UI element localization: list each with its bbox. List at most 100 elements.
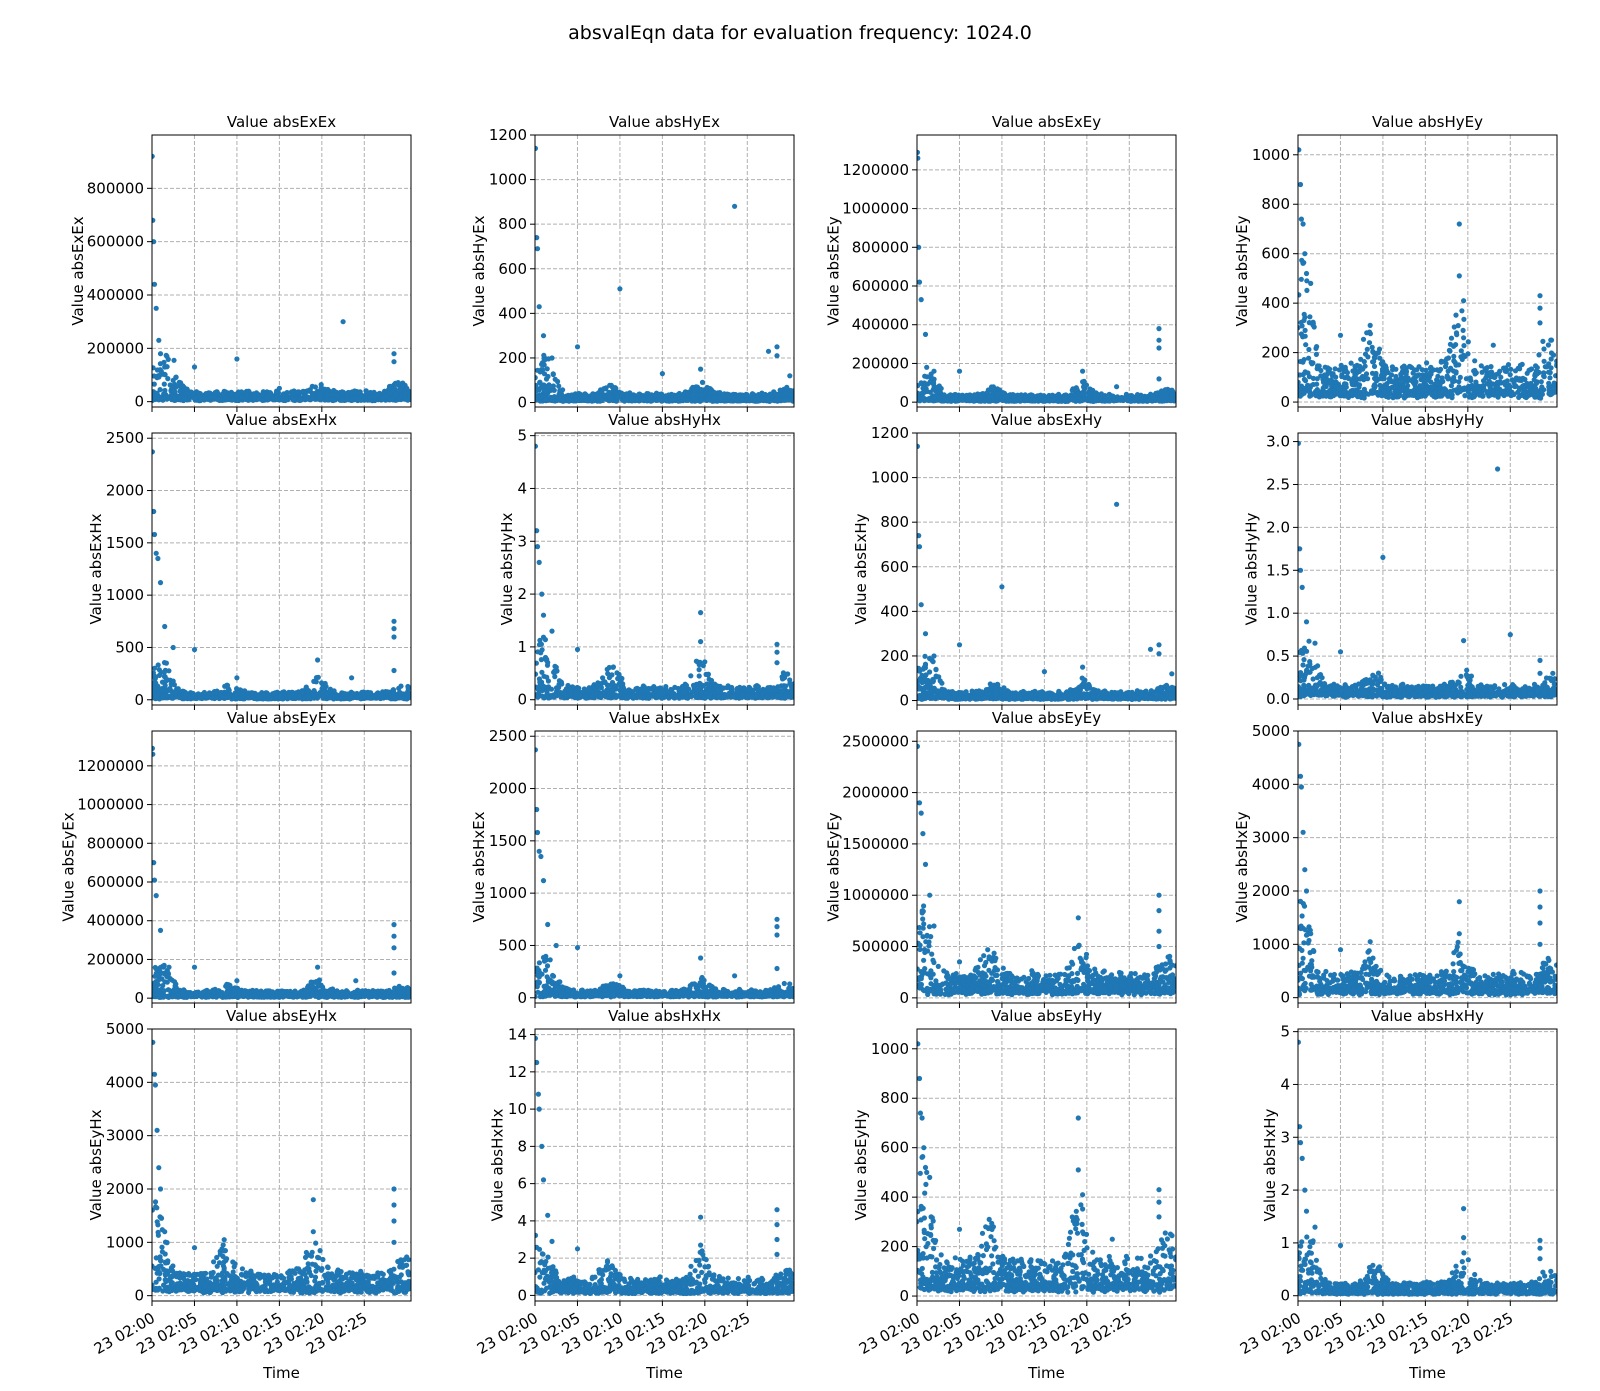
data-point xyxy=(1134,395,1139,400)
data-point xyxy=(1456,379,1461,384)
data-point xyxy=(1298,359,1303,364)
y-tick-label: 200000 xyxy=(87,339,144,357)
data-point xyxy=(957,369,962,374)
data-point xyxy=(1526,368,1531,373)
data-point xyxy=(922,374,927,379)
data-point xyxy=(1443,364,1448,369)
y-axis-label: Value absHyEx xyxy=(470,215,488,326)
data-point xyxy=(158,351,163,356)
data-point xyxy=(589,397,594,402)
data-point xyxy=(345,396,350,401)
data-point xyxy=(245,393,250,398)
data-point xyxy=(1449,383,1454,388)
data-point xyxy=(700,380,705,385)
data-point xyxy=(1469,383,1474,388)
y-tick-label: 1000 xyxy=(1252,146,1290,164)
data-point xyxy=(609,395,614,400)
data-point xyxy=(1367,330,1372,335)
data-point xyxy=(1513,368,1518,373)
data-point xyxy=(1533,363,1538,368)
data-point xyxy=(925,381,930,386)
y-tick-label: 0 xyxy=(134,691,144,709)
data-point xyxy=(315,657,320,662)
data-point xyxy=(1357,364,1362,369)
data-point xyxy=(1490,387,1495,392)
data-point xyxy=(1437,368,1442,373)
data-point xyxy=(281,396,286,401)
data-point xyxy=(660,371,665,376)
data-point xyxy=(766,349,771,354)
data-point xyxy=(1544,364,1549,369)
data-point xyxy=(1541,370,1546,375)
y-tick-label: 400000 xyxy=(852,316,909,334)
data-point xyxy=(1408,364,1413,369)
data-point xyxy=(403,396,408,401)
data-point xyxy=(542,383,547,388)
data-point xyxy=(174,690,179,695)
data-point xyxy=(629,397,634,402)
data-point xyxy=(312,688,317,693)
plot-frame xyxy=(917,135,1176,407)
data-point xyxy=(1528,381,1533,386)
data-point xyxy=(1518,363,1523,368)
data-point xyxy=(1000,396,1005,401)
data-point xyxy=(1449,336,1454,341)
data-point xyxy=(1156,376,1161,381)
data-point xyxy=(1549,350,1554,355)
data-point xyxy=(1363,352,1368,357)
data-point xyxy=(1456,362,1461,367)
data-point xyxy=(1301,221,1306,226)
data-point xyxy=(352,396,357,401)
data-point xyxy=(1327,367,1332,372)
data-point xyxy=(1304,271,1309,276)
data-point xyxy=(1032,398,1037,403)
data-point xyxy=(1472,358,1477,363)
data-point xyxy=(341,319,346,324)
data-point xyxy=(1453,313,1458,318)
data-point xyxy=(323,681,328,686)
data-point xyxy=(1502,380,1507,385)
data-point xyxy=(1386,386,1391,391)
y-tick-label: 1000000 xyxy=(842,200,909,218)
data-point xyxy=(1466,339,1471,344)
data-point xyxy=(1351,378,1356,383)
data-point xyxy=(1000,390,1005,395)
data-point xyxy=(240,692,245,697)
data-point xyxy=(1299,277,1304,282)
data-point xyxy=(1508,367,1513,372)
data-point xyxy=(937,396,942,401)
data-points xyxy=(1295,147,1559,401)
data-point xyxy=(614,393,619,398)
y-tick-label: 800000 xyxy=(852,238,909,256)
data-point xyxy=(1451,354,1456,359)
subplot-title: Value absExEy xyxy=(992,113,1101,131)
data-point xyxy=(1448,366,1453,371)
y-tick-label: 600000 xyxy=(87,233,144,251)
data-point xyxy=(1079,398,1084,403)
data-point xyxy=(1459,308,1464,313)
data-point xyxy=(1534,381,1539,386)
data-point xyxy=(787,373,792,378)
data-point xyxy=(1537,306,1542,311)
data-point xyxy=(1315,389,1320,394)
data-point xyxy=(372,693,377,698)
data-point xyxy=(698,397,703,402)
data-point xyxy=(186,390,191,395)
data-point xyxy=(1114,384,1119,389)
data-point xyxy=(1346,376,1351,381)
data-point xyxy=(1427,371,1432,376)
data-point xyxy=(920,395,925,400)
data-point xyxy=(1296,147,1301,152)
data-point xyxy=(1307,314,1312,319)
data-point xyxy=(401,695,406,700)
data-point xyxy=(1452,324,1457,329)
data-point xyxy=(278,693,283,698)
data-point xyxy=(162,382,167,387)
y-tick-label: 600 xyxy=(498,260,527,278)
data-point xyxy=(1472,368,1477,373)
data-point xyxy=(541,333,546,338)
plot-frame xyxy=(152,433,411,705)
data-point xyxy=(1517,378,1522,383)
data-point xyxy=(289,389,294,394)
data-point xyxy=(312,695,317,700)
